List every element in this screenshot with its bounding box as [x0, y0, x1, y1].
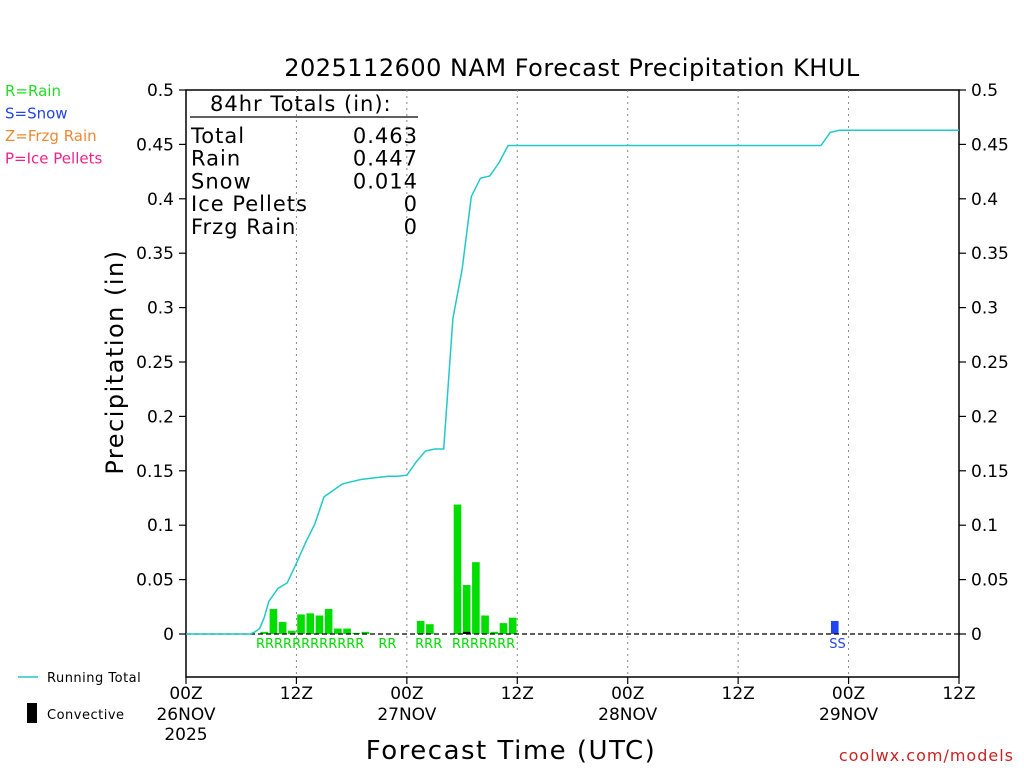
- x-tick-date: 29NOV: [819, 705, 878, 725]
- precip-type-labels: RRRRRRRRRRRR RR RRR RRRRRRR SS: [256, 637, 846, 652]
- y-tick-label: 0.45: [136, 135, 174, 155]
- precip-bar-rain: [426, 624, 434, 634]
- totals-heading: 84hr Totals (in):: [210, 92, 392, 116]
- precip-bar-rain: [334, 628, 342, 634]
- watermark: coolwx.com/models: [839, 746, 1014, 765]
- precip-type-label: RRRRRRRRRRRR: [256, 637, 364, 652]
- totals-label: Snow: [191, 169, 252, 193]
- convective-legend-label: Convective: [47, 708, 125, 723]
- plot-frame: [185, 89, 960, 678]
- precip-bar-rain: [499, 623, 508, 634]
- precip-bar-rain: [260, 631, 269, 634]
- convective-bar: [462, 631, 471, 634]
- y-tick-label-right: 0.45: [971, 135, 1009, 155]
- y-tick-label: 0.1: [147, 516, 174, 536]
- y-axis-label: Precipitation (in): [101, 249, 129, 474]
- y-tick-label-right: 0.05: [971, 571, 1009, 591]
- y-tick-labels-right: 0.5 0.45 0.4 0.35 0.3 0.25 0.2 0.15 0.1 0.05 0: [971, 81, 1009, 645]
- x-tick-label: 00Z: [832, 684, 865, 704]
- convective-legend-swatch: [27, 703, 37, 723]
- precip-bar-rain: [508, 617, 517, 634]
- totals-label: Ice Pellets: [191, 192, 308, 216]
- totals-value: 0.447: [353, 147, 418, 171]
- precip-bar-rain: [269, 608, 278, 634]
- running-total-legend-label: Running Total: [47, 671, 141, 686]
- precip-bar-rain: [490, 631, 499, 634]
- y-tick-label: 0.3: [147, 299, 174, 319]
- y-tick-label-right: 0.4: [971, 190, 998, 210]
- totals-value: 0.014: [353, 169, 418, 193]
- precip-bar-rain: [306, 613, 315, 634]
- x-tick-year: 2025: [164, 725, 207, 745]
- precip-bar-rain: [481, 615, 489, 634]
- running-total-line: [186, 129, 959, 635]
- precip-bar-rain: [343, 628, 351, 634]
- x-tick-date: 27NOV: [377, 705, 436, 725]
- totals-value: 0: [404, 215, 418, 239]
- x-tick-label: 00Z: [169, 684, 202, 704]
- x-tick-date: 28NOV: [598, 705, 657, 725]
- x-tick-label: 12Z: [280, 684, 313, 704]
- totals-label: Rain: [191, 147, 241, 171]
- y-tick-label-right: 0.5: [971, 81, 998, 101]
- y-tick-label-right: 0.35: [971, 244, 1009, 264]
- y-tick-label: 0.35: [136, 244, 174, 264]
- totals-box: 84hr Totals (in): Total 0.463 Rain 0.447 Sno…: [190, 92, 418, 239]
- type-legend-entry: S=Snow: [5, 105, 68, 123]
- y-tick-label: 0.15: [136, 462, 174, 482]
- totals-value: 0: [404, 192, 418, 216]
- x-tick-label: 00Z: [611, 684, 644, 704]
- y-tick-label-right: 0.3: [971, 299, 998, 319]
- y-tick-label-right: 0.25: [971, 353, 1009, 373]
- y-tick-label-right: 0.1: [971, 516, 998, 536]
- precip-bar-rain: [453, 504, 462, 634]
- y-tick-labels-left: 0.5 0.45 0.4 0.35 0.3 0.25 0.2 0.15 0.1 0.05 0: [136, 81, 174, 645]
- y-tick-label-right: 0: [971, 625, 982, 645]
- precip-bar-snow: [830, 620, 839, 634]
- type-legend-entry: R=Rain: [5, 82, 61, 100]
- y-tick-label-right: 0.15: [971, 462, 1009, 482]
- precip-type-legend: R=Rain S=Snow Z=Frzg Rain P=Ice Pellets: [5, 82, 102, 168]
- precip-bar-rain: [324, 608, 333, 634]
- type-legend-entry: Z=Frzg Rain: [5, 127, 97, 145]
- chart-title: 2025112600 NAM Forecast Precipitation KH…: [284, 54, 860, 82]
- precip-bar-rain: [315, 615, 324, 634]
- precip-bar-rain: [288, 630, 296, 634]
- x-tick-label: 12Z: [942, 684, 975, 704]
- convective-bars: [462, 631, 471, 634]
- x-tick-label: 00Z: [390, 684, 423, 704]
- grid-lines: [179, 89, 966, 677]
- y-tick-label: 0.05: [136, 571, 174, 591]
- totals-label: Total: [190, 124, 245, 148]
- precip-type-label: SS: [829, 637, 846, 652]
- x-tick-label: 12Z: [722, 684, 755, 704]
- y-tick-label: 0.4: [147, 190, 174, 210]
- precip-bar-rain: [361, 631, 370, 634]
- totals-value: 0.463: [353, 124, 418, 148]
- precip-bar-rain: [278, 622, 287, 634]
- precip-type-label: RRR: [415, 637, 442, 652]
- precip-bar-rain: [297, 614, 305, 634]
- precip-bar-rain: [416, 620, 425, 634]
- y-tick-label: 0.2: [147, 407, 174, 427]
- y-tick-label-right: 0.2: [971, 407, 998, 427]
- series-legend: Running Total Convective: [18, 671, 141, 723]
- precip-type-label: RR: [378, 637, 396, 652]
- precip-type-label: RRRRRRR: [452, 637, 515, 652]
- y-tick-label: 0.5: [147, 81, 174, 101]
- precip-bars: [260, 504, 839, 634]
- y-tick-label: 0: [163, 625, 174, 645]
- y-tick-label: 0.25: [136, 353, 174, 373]
- x-axis-label: Forecast Time (UTC): [366, 736, 657, 766]
- x-tick-date: 26NOV: [156, 705, 215, 725]
- precip-bar-rain: [472, 562, 480, 634]
- x-tick-label: 12Z: [501, 684, 534, 704]
- totals-label: Frzg Rain: [191, 215, 296, 239]
- type-legend-entry: P=Ice Pellets: [5, 150, 102, 168]
- precip-bar-rain: [462, 585, 471, 634]
